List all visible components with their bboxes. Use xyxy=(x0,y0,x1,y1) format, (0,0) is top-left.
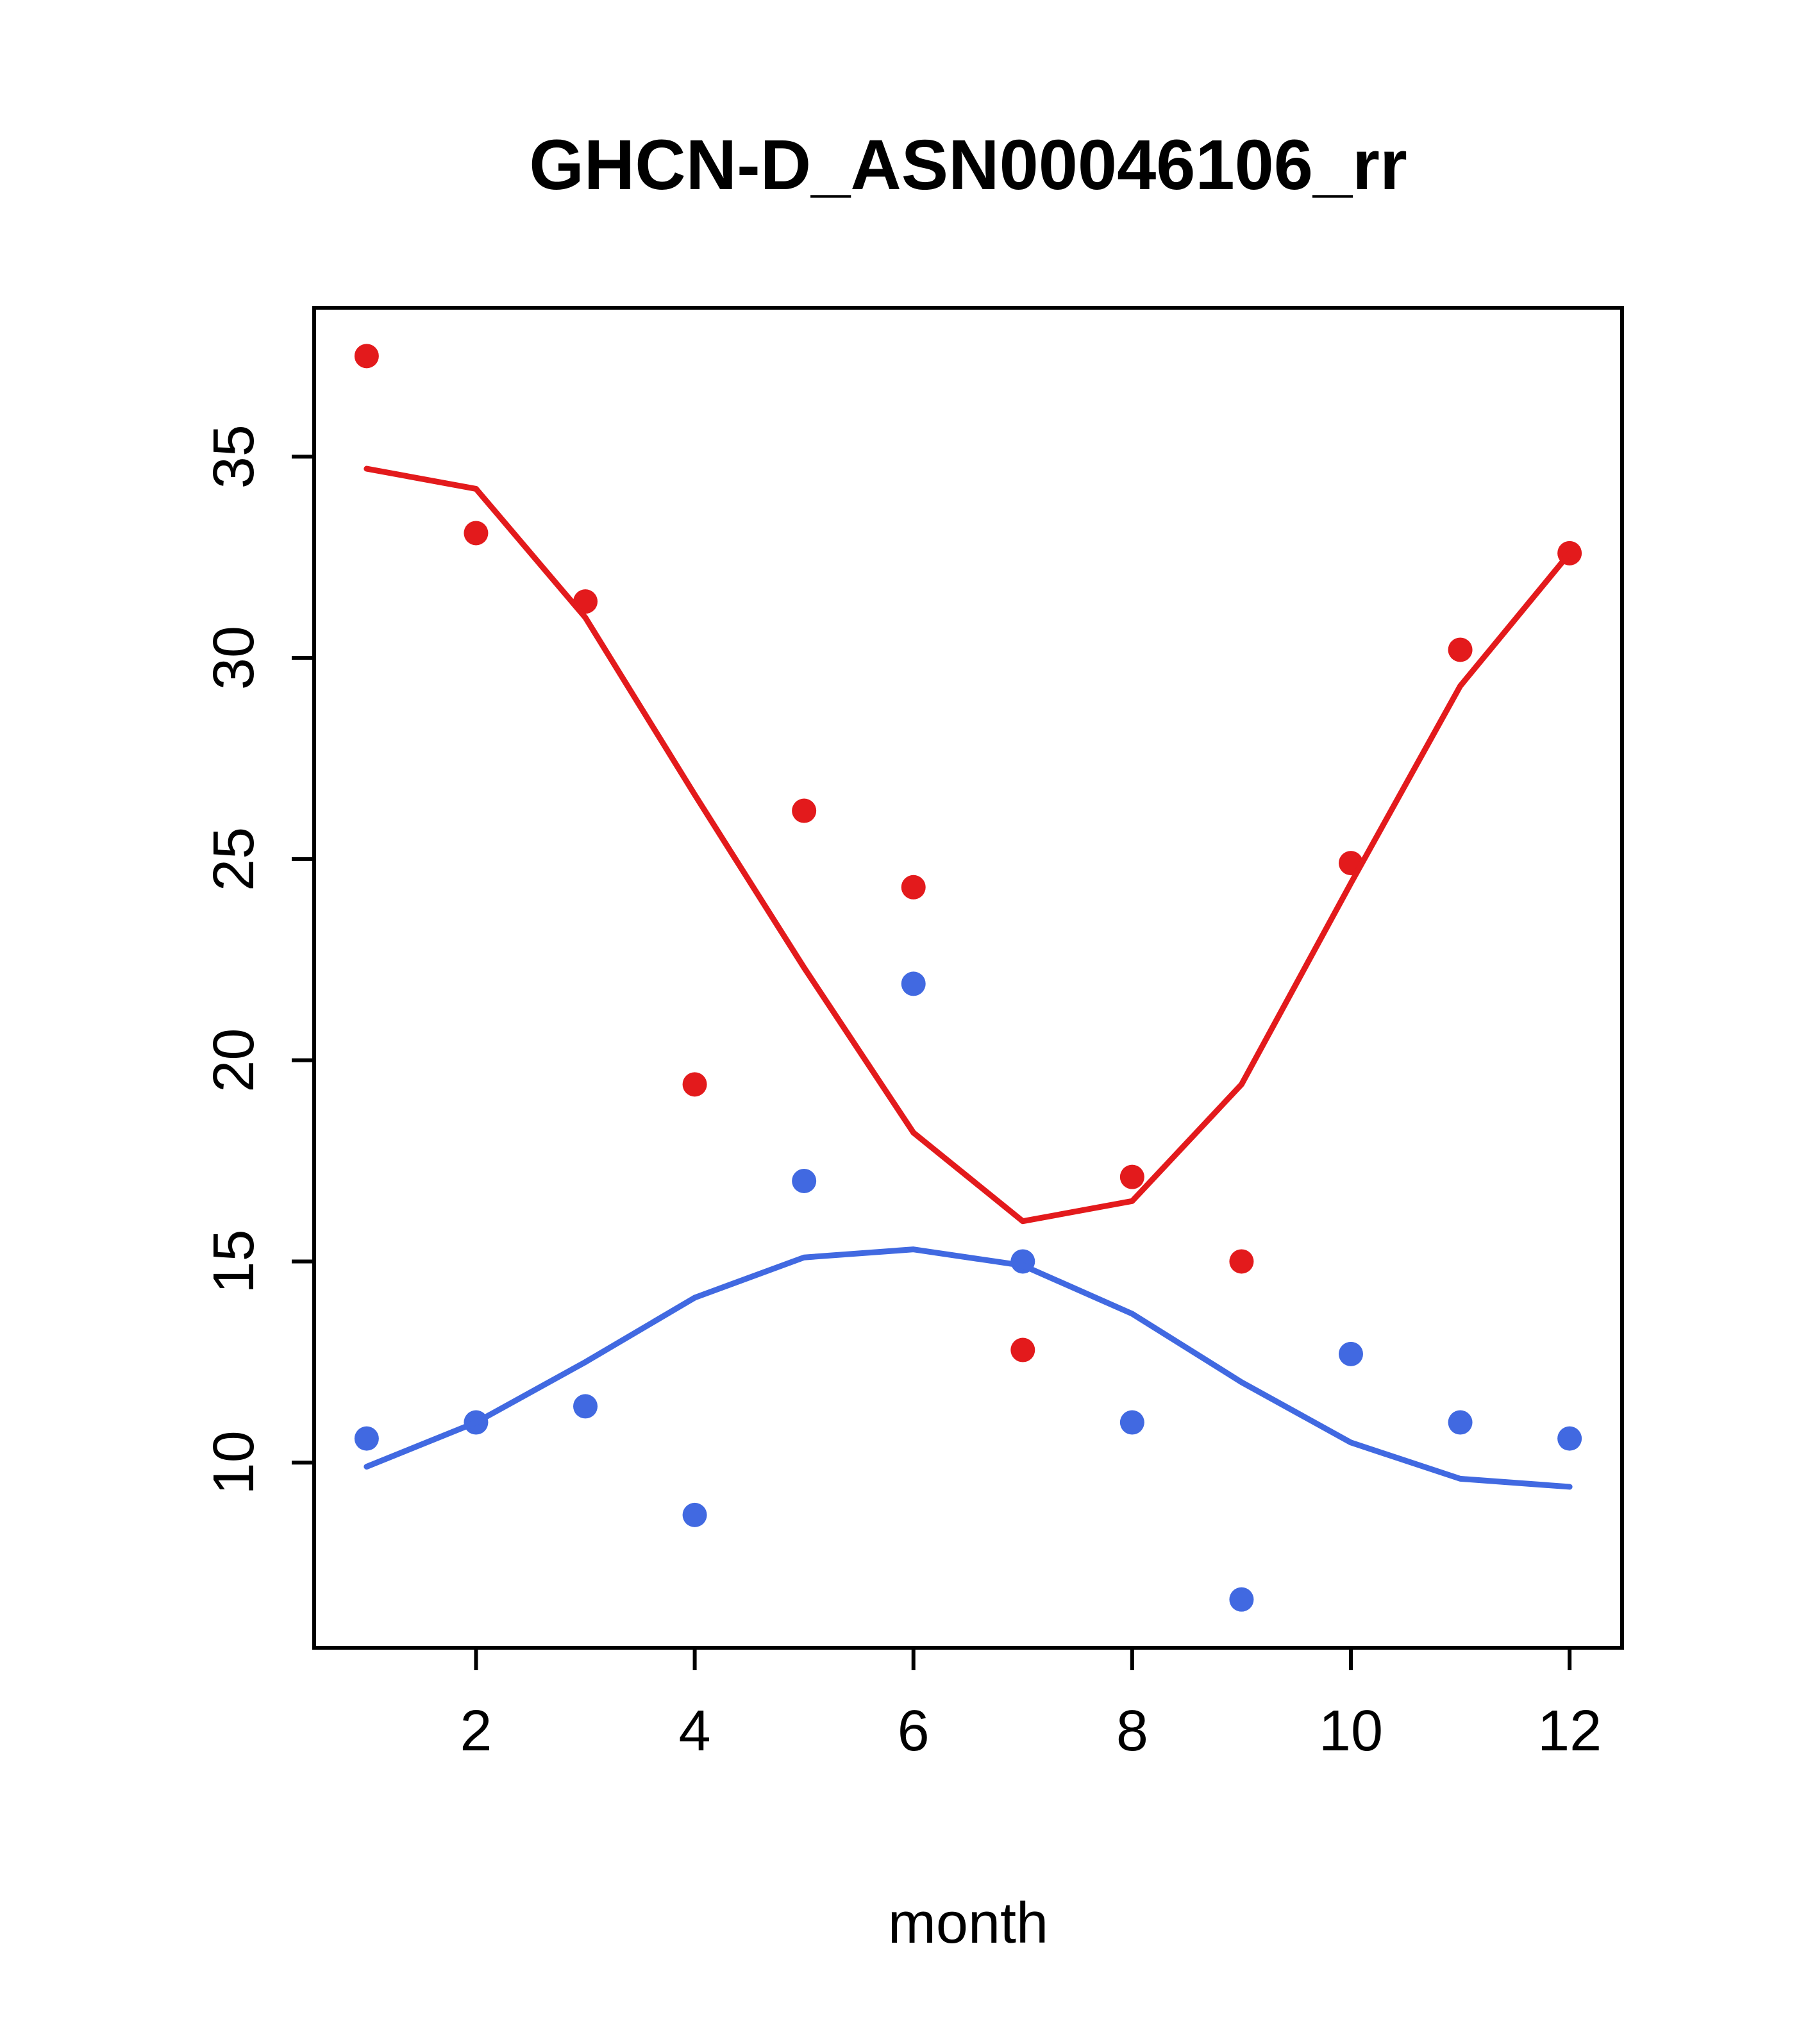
blue-points-marker xyxy=(354,1426,379,1451)
red-points-marker xyxy=(1448,637,1473,662)
y-tick-label: 25 xyxy=(202,827,266,891)
red-smooth-line xyxy=(364,465,1573,1225)
red-points-marker xyxy=(901,875,926,900)
blue-points-marker xyxy=(573,1394,598,1419)
blue-points xyxy=(354,971,1582,1612)
blue-points-marker xyxy=(1448,1410,1473,1435)
red-points-marker xyxy=(464,521,489,546)
x-tick-label: 12 xyxy=(1537,1699,1602,1763)
red-points-marker xyxy=(682,1072,707,1097)
blue-smooth-line xyxy=(364,1246,1573,1490)
x-axis-label: month xyxy=(888,1891,1048,1956)
x-tick-label: 6 xyxy=(898,1699,930,1763)
blue-points-marker xyxy=(1338,1341,1363,1366)
red-points-marker xyxy=(1119,1164,1144,1189)
y-tick-label: 15 xyxy=(202,1229,266,1293)
data-series xyxy=(354,344,1582,1612)
blue-points-marker xyxy=(901,971,926,996)
x-tick-label: 2 xyxy=(460,1699,492,1763)
red-points-marker xyxy=(1229,1249,1254,1274)
blue-points-marker xyxy=(682,1502,707,1527)
red-points-marker xyxy=(792,798,817,823)
red-points xyxy=(354,344,1582,1362)
y-tick-label: 10 xyxy=(202,1430,266,1495)
blue-points-marker xyxy=(1557,1426,1582,1451)
y-tick-label: 30 xyxy=(202,626,266,690)
x-tick-label: 10 xyxy=(1319,1699,1383,1763)
blue-points-marker xyxy=(1229,1587,1254,1612)
red-points-marker xyxy=(354,344,379,369)
plot-border xyxy=(312,306,1624,1650)
red-points-marker xyxy=(1010,1337,1035,1362)
x-axis-ticks: 2 4 6 8 10 12 xyxy=(460,1648,1602,1763)
blue-points-marker xyxy=(792,1168,817,1193)
x-tick-label: 4 xyxy=(679,1699,711,1763)
x-tick-label: 8 xyxy=(1116,1699,1148,1763)
chart-title: GHCN-D_ASN00046106_rr xyxy=(529,126,1407,205)
plot-box xyxy=(312,306,1624,1650)
y-axis-ticks: 10 15 20 25 30 35 xyxy=(202,424,314,1495)
blue-points-marker xyxy=(1119,1410,1144,1435)
y-tick-label: 20 xyxy=(202,1028,266,1093)
y-tick-label: 35 xyxy=(202,424,266,489)
